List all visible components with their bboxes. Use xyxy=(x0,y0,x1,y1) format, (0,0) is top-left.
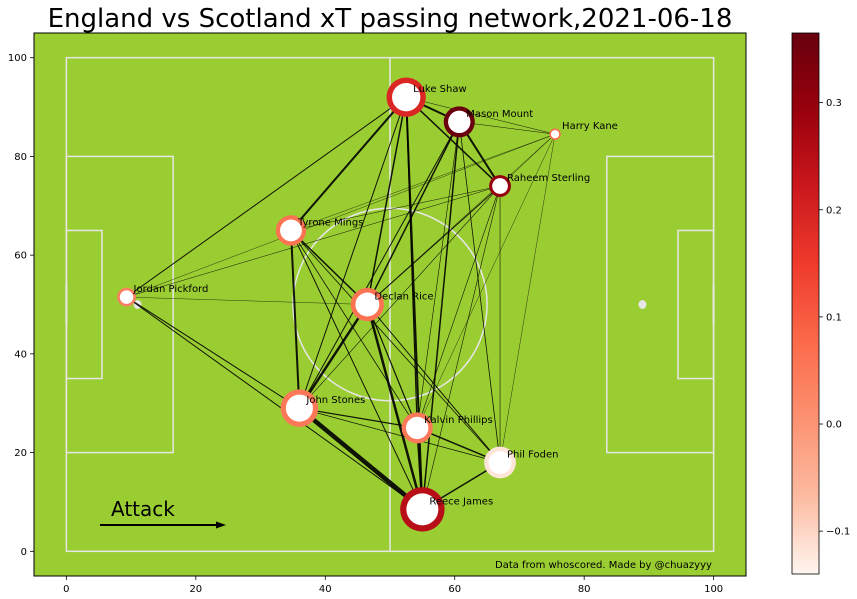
player-label: Mason Mount xyxy=(466,109,533,120)
colorbar-tick-label: 0.0 xyxy=(826,420,842,431)
y-tick-label: 40 xyxy=(14,349,27,360)
player-node xyxy=(285,394,313,422)
player-label: Phil Foden xyxy=(507,449,558,460)
pass-edge xyxy=(126,296,300,409)
y-tick-label: 20 xyxy=(14,448,27,459)
x-tick-label: 40 xyxy=(319,584,332,595)
player-node xyxy=(392,83,421,112)
data-credit: Data from whoscored. Made by @chuazyyy xyxy=(495,560,712,571)
pass-edge xyxy=(417,134,556,428)
colorbar-gradient xyxy=(791,32,820,575)
x-tick-label: 60 xyxy=(448,584,461,595)
pass-edge xyxy=(366,304,424,510)
player-node xyxy=(405,416,429,440)
pass-edge xyxy=(290,230,423,510)
colorbar-tick-label: 0.1 xyxy=(826,312,842,323)
pass-edge xyxy=(421,121,461,510)
pass-edge xyxy=(406,96,556,135)
player-node xyxy=(448,110,471,134)
player-node xyxy=(119,290,134,304)
pass-edge xyxy=(366,304,501,463)
player-label: John Stones xyxy=(305,395,365,406)
colorbar-tick-label: 0.2 xyxy=(826,205,842,216)
player-label: Tyrone Mings xyxy=(297,217,363,228)
pass-edge xyxy=(299,407,501,463)
colorbar: −0.1 0.0 0.1 0.2 0.3 xyxy=(791,32,850,575)
attack-annotation: Attack xyxy=(111,497,175,521)
player-label: Jordan Pickford xyxy=(133,284,209,295)
y-tick-label: 80 xyxy=(14,152,27,163)
y-axis-ticks: 0 20 40 60 80 100 xyxy=(8,53,34,558)
y-tick-label: 60 xyxy=(14,251,27,262)
colorbar-ticks: −0.1 0.0 0.1 0.2 0.3 xyxy=(819,98,850,538)
player-label: Kalvin Phillips xyxy=(424,415,493,426)
player-node xyxy=(492,178,508,194)
pass-edge xyxy=(126,296,368,305)
pass-edge xyxy=(289,230,301,409)
pass-edge xyxy=(458,121,501,463)
y-tick-label: 100 xyxy=(8,53,27,64)
pass-edge xyxy=(416,121,460,428)
pass-edge xyxy=(290,134,556,231)
player-node xyxy=(406,493,439,526)
pass-edge xyxy=(499,134,556,187)
pass-edge xyxy=(499,134,556,463)
pass-edge xyxy=(299,185,501,409)
pass-edge xyxy=(126,296,423,510)
pass-edge xyxy=(297,406,424,512)
pass-edge xyxy=(290,229,368,306)
player-nodes xyxy=(117,77,561,532)
pass-edge xyxy=(298,97,407,409)
pass-edge xyxy=(459,121,556,135)
player-node xyxy=(280,219,302,242)
attack-arrow xyxy=(100,521,226,529)
pass-edge xyxy=(299,407,418,429)
x-tick-label: 80 xyxy=(578,584,591,595)
player-label: Luke Shaw xyxy=(413,84,467,95)
pass-edge xyxy=(366,97,407,305)
player-labels: Luke Shaw Mason Mount Harry Kane Raheem Ste… xyxy=(133,84,618,507)
player-label: Declan Rice xyxy=(374,292,433,303)
x-tick-label: 20 xyxy=(189,584,202,595)
pass-edge xyxy=(405,97,418,428)
center-circle xyxy=(292,207,488,402)
chart-title: England vs Scotland xT passing network,2… xyxy=(48,4,733,34)
pass-edge xyxy=(366,304,418,429)
x-axis-ticks: 0 20 40 60 80 100 xyxy=(63,576,723,595)
colorbar-tick-label: 0.3 xyxy=(826,98,842,109)
pass-edge xyxy=(298,121,460,409)
pass-edge xyxy=(126,96,407,298)
player-node xyxy=(355,292,380,317)
pass-edge xyxy=(290,230,501,463)
plot-area: Luke Shaw Mason Mount Harry Kane Raheem Ste… xyxy=(33,32,747,577)
x-tick-label: 100 xyxy=(704,584,723,595)
right-penalty-spot xyxy=(638,300,647,309)
player-label: Raheem Sterling xyxy=(507,173,590,184)
pass-edge xyxy=(290,96,407,232)
pass-edges xyxy=(126,96,556,512)
player-node xyxy=(550,130,560,139)
player-label: Reece James xyxy=(429,496,493,507)
pass-edge xyxy=(405,96,501,187)
pass-edge xyxy=(126,185,501,298)
pass-edge xyxy=(290,230,418,429)
player-node xyxy=(488,451,512,474)
axes-frame xyxy=(33,32,747,577)
pass-edge xyxy=(290,185,501,231)
pitch-markings xyxy=(65,56,715,553)
y-tick-label: 0 xyxy=(21,547,27,558)
pass-edge xyxy=(422,185,501,510)
pass-edge xyxy=(367,185,501,305)
colorbar-tick-label: −0.1 xyxy=(826,527,850,538)
pass-edge xyxy=(366,121,460,305)
player-label: Harry Kane xyxy=(562,121,618,132)
x-tick-label: 0 xyxy=(63,584,69,595)
pass-edge xyxy=(416,185,501,429)
pass-edge xyxy=(298,303,369,409)
